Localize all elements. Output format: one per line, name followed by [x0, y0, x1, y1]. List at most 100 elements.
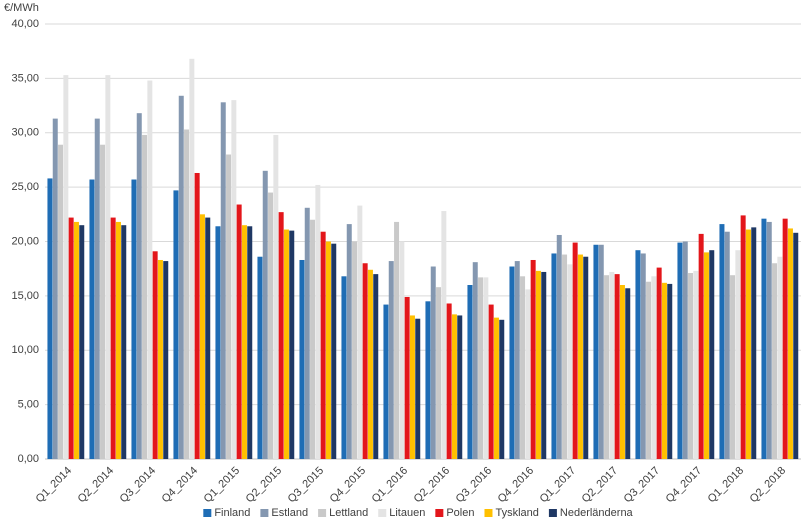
bar: [241, 225, 247, 459]
bar: [430, 266, 436, 459]
bar: [651, 276, 657, 459]
bar: [79, 225, 85, 459]
legend-swatch: [260, 509, 269, 517]
x-tick-label: Q4_2015: [328, 465, 368, 505]
bar: [467, 285, 473, 459]
bar: [289, 230, 295, 459]
legend-swatch: [203, 509, 212, 517]
bar: [257, 256, 263, 459]
bar: [189, 58, 195, 460]
bar: [509, 266, 515, 459]
bar: [373, 274, 379, 459]
bar: [310, 219, 316, 459]
y-tick-label: 25,00: [11, 181, 39, 193]
bar: [142, 134, 148, 460]
bar: [635, 250, 641, 459]
bar: [483, 277, 489, 459]
bar: [157, 259, 163, 459]
bar: [231, 100, 237, 459]
x-tick-label: Q3_2014: [118, 465, 158, 505]
y-tick-label: 35,00: [11, 72, 39, 84]
y-tick-label: 10,00: [11, 344, 39, 356]
x-tick-label: Q1_2018: [706, 465, 746, 505]
bar: [693, 270, 699, 459]
bar: [268, 192, 274, 459]
bar: [299, 259, 305, 459]
bar: [63, 75, 69, 460]
x-tick-label: Q2_2016: [412, 465, 452, 505]
bar: [698, 233, 704, 459]
legend-swatch: [548, 509, 557, 517]
bar: [341, 276, 347, 459]
bar: [131, 179, 137, 459]
bar: [567, 264, 573, 459]
y-tick-label: 20,00: [11, 235, 39, 247]
bar: [121, 225, 127, 459]
bar: [184, 129, 190, 460]
legend-label: Lettland: [329, 507, 368, 519]
bar: [415, 318, 421, 459]
bar: [520, 276, 526, 459]
y-tick-label: 40,00: [11, 18, 39, 30]
bar: [709, 250, 715, 459]
legend-swatch: [378, 509, 387, 517]
bar: [583, 256, 589, 459]
bar: [551, 253, 557, 459]
bar: [226, 154, 232, 459]
bar: [404, 296, 410, 459]
bar: [220, 102, 226, 460]
legend-label: Litauen: [389, 507, 425, 519]
bar: [304, 207, 310, 459]
x-tick-label: Q3_2016: [454, 465, 494, 505]
x-tick-label: Q2_2017: [580, 465, 620, 505]
bar: [530, 259, 536, 459]
bar: [215, 226, 221, 459]
bar: [194, 172, 200, 460]
y-axis-label: €/MWh: [4, 2, 39, 14]
bar: [315, 184, 321, 459]
bar: [541, 271, 547, 459]
bar: [609, 271, 615, 459]
bar: [625, 288, 631, 459]
bar: [646, 281, 652, 459]
bar: [100, 144, 106, 459]
bar: [278, 212, 284, 459]
bar: [572, 242, 578, 459]
bar: [94, 118, 100, 460]
bar: [325, 241, 331, 459]
legend-label: Nederländerna: [560, 507, 634, 519]
x-tick-label: Q2_2015: [244, 465, 284, 505]
bar: [320, 231, 326, 459]
bar: [499, 319, 505, 459]
y-tick-label: 15,00: [11, 290, 39, 302]
bar: [478, 277, 484, 459]
bar: [604, 275, 610, 459]
bar: [352, 241, 358, 459]
x-tick-label: Q2_2018: [748, 465, 788, 505]
bar: [383, 304, 389, 459]
bar: [446, 303, 452, 459]
y-tick-label: 0,00: [18, 453, 39, 465]
bar: [399, 241, 405, 459]
x-tick-label: Q1_2017: [538, 465, 578, 505]
x-tick-label: Q1_2015: [202, 465, 242, 505]
bar: [740, 215, 746, 459]
bar: [772, 263, 778, 459]
x-tick-label: Q1_2014: [34, 465, 74, 505]
bar: [677, 242, 683, 459]
x-tick-label: Q3_2015: [286, 465, 326, 505]
bar: [110, 217, 116, 459]
bar: [68, 217, 74, 459]
bar: [178, 95, 184, 460]
legend-label: Polen: [446, 507, 474, 519]
bar: [661, 282, 667, 459]
bar: [751, 227, 757, 459]
x-tick-label: Q2_2014: [76, 465, 116, 505]
bar: [105, 75, 111, 460]
bar: [472, 262, 478, 459]
bar: [436, 287, 442, 459]
bar: [562, 254, 568, 459]
bar: [488, 304, 494, 459]
bar: [273, 134, 279, 460]
